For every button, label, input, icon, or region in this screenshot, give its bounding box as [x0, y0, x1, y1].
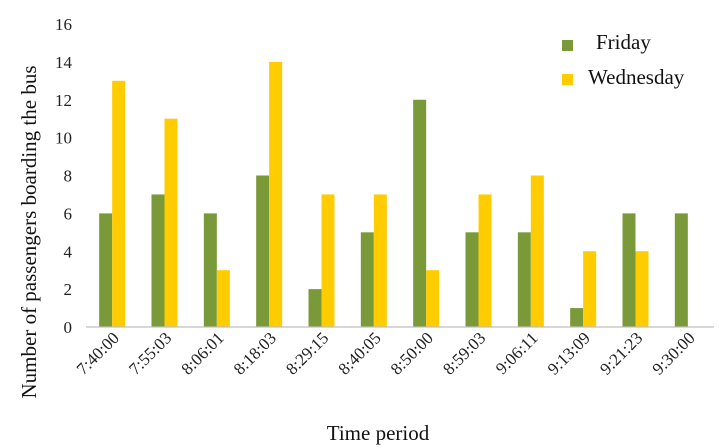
bar-friday-5: [308, 289, 322, 327]
y-tick-label: 8: [64, 167, 73, 186]
y-tick-label: 14: [55, 53, 73, 72]
legend: Friday Wednesday: [562, 30, 685, 89]
bar-wednesday-10: [583, 251, 597, 327]
x-tick-label: 8:29:15: [282, 328, 332, 378]
x-tick-label: 8:40:05: [334, 328, 384, 378]
bar-friday-8: [465, 232, 479, 327]
x-axis-ticks: 7:40:00 7:55:03 8:06:01 8:18:03 8:29:15 8:40:…: [73, 328, 699, 378]
bars: [99, 61, 688, 327]
y-tick-label: 4: [64, 242, 73, 261]
bar-friday-11: [622, 213, 636, 327]
bar-friday-4: [256, 175, 270, 327]
y-tick-label: 10: [55, 129, 72, 148]
bar-friday-10: [570, 308, 584, 327]
bar-wednesday-3: [216, 270, 230, 327]
y-tick-label: 12: [55, 91, 72, 110]
bar-wednesday-6: [373, 194, 387, 327]
bar-friday-2: [151, 194, 165, 327]
bar-friday-7: [413, 99, 427, 327]
bar-wednesday-8: [478, 194, 492, 327]
y-axis-ticks: 0 2 4 6 8 10 12 14 16: [55, 15, 73, 337]
legend-label-friday: Friday: [596, 30, 651, 54]
y-axis-title: Number of passengers boarding the bus: [17, 65, 41, 398]
bar-wednesday-4: [269, 61, 283, 327]
x-tick-label: 9:21:23: [596, 328, 646, 378]
x-tick-label: 8:18:03: [230, 328, 280, 378]
x-tick-label: 7:40:00: [73, 328, 123, 378]
x-tick-label: 8:50:00: [387, 328, 437, 378]
x-tick-label: 8:06:01: [177, 328, 227, 378]
y-tick-label: 6: [64, 204, 73, 223]
x-tick-label: 9:13:09: [544, 328, 594, 378]
bar-wednesday-11: [635, 251, 649, 327]
bar-wednesday-2: [164, 118, 178, 327]
bar-wednesday-9: [530, 175, 544, 327]
x-tick-label: 9:30:00: [648, 328, 698, 378]
bar-wednesday-5: [321, 194, 335, 327]
bar-wednesday-1: [112, 80, 126, 327]
legend-swatch-friday: [562, 40, 573, 51]
bar-friday-12: [674, 213, 688, 327]
legend-swatch-wednesday: [562, 74, 573, 85]
legend-label-wednesday: Wednesday: [588, 65, 685, 89]
bar-friday-6: [360, 232, 374, 327]
y-tick-label: 2: [64, 280, 73, 299]
bar-friday-9: [517, 232, 531, 327]
x-tick-label: 7:55:03: [125, 328, 175, 378]
bar-wednesday-7: [426, 270, 440, 327]
x-tick-label: 8:59:03: [439, 328, 489, 378]
y-tick-label: 0: [64, 318, 73, 337]
x-tick-label: 9:06:11: [492, 328, 542, 378]
y-tick-label: 16: [55, 15, 72, 34]
bar-friday-1: [99, 213, 113, 327]
x-axis-title: Time period: [327, 421, 430, 445]
bar-friday-3: [203, 213, 217, 327]
